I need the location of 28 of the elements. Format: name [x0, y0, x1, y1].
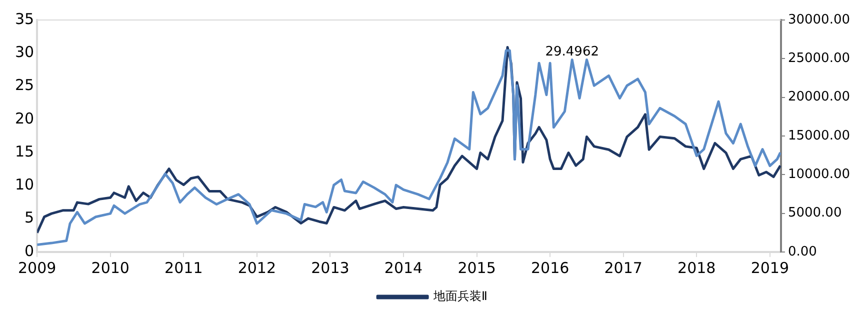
y2-tick-label: 20000.00 — [788, 90, 850, 105]
x-tick-label: 2016 — [530, 258, 570, 277]
legend-label: 地面兵装Ⅱ — [432, 289, 488, 304]
x-tick-label: 2014 — [384, 258, 423, 277]
x-tick-label: 2018 — [678, 258, 716, 277]
x-tick-label: 2012 — [238, 258, 276, 277]
annotation: 29.4962 — [545, 44, 599, 60]
y-tick-label: 10 — [14, 176, 34, 194]
y2-tick-label: 15000.00 — [788, 128, 850, 144]
x-tick-label: 2009 — [18, 258, 56, 277]
x-tick-label: 2013 — [311, 258, 350, 277]
x-tick-label: 2015 — [458, 258, 496, 277]
y-tick-label: 30 — [14, 43, 34, 62]
y-tick-label: 25 — [14, 76, 34, 94]
y-tick-label: 15 — [14, 142, 34, 160]
y2-tick-label: 10000.00 — [788, 167, 850, 182]
y-tick-label: 20 — [14, 109, 34, 128]
x-tick-label: 2019 — [750, 258, 790, 277]
y-tick-label: 0 — [24, 242, 34, 260]
y2-tick-label: 5000.00 — [788, 206, 842, 221]
y2-tick-label: 30000.00 — [788, 12, 850, 28]
x-tick-label: 2017 — [604, 258, 642, 277]
y2-tick-label: 0.00 — [788, 244, 817, 260]
x-tick-label: 2010 — [91, 258, 130, 277]
y2-tick-label: 25000.00 — [788, 51, 850, 66]
x-tick-label: 2011 — [164, 258, 203, 277]
y-tick-label: 5 — [24, 208, 34, 227]
y-tick-label: 35 — [14, 10, 34, 28]
